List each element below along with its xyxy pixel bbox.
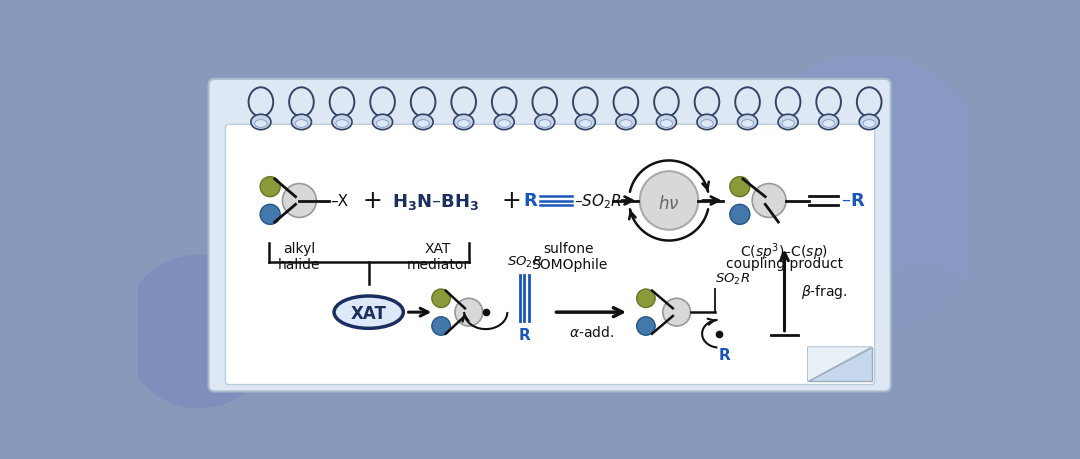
Text: XAT: XAT [351,304,387,322]
Text: $SO_2R$: $SO_2R$ [507,254,542,269]
Ellipse shape [535,115,555,130]
Text: $\mathbf{R}$: $\mathbf{R}$ [517,326,531,342]
Ellipse shape [782,120,794,128]
Circle shape [283,184,316,218]
Ellipse shape [862,263,985,401]
Circle shape [260,177,280,197]
Ellipse shape [576,115,595,130]
Ellipse shape [332,115,352,130]
Ellipse shape [292,115,311,130]
Circle shape [636,290,656,308]
Circle shape [730,177,750,197]
Text: $\mathbf{R}$: $\mathbf{R}$ [523,192,538,210]
Text: +: + [501,189,521,213]
Ellipse shape [616,115,636,130]
Ellipse shape [377,120,389,128]
Text: $SO_2R$: $SO_2R$ [715,271,751,286]
Ellipse shape [860,115,879,130]
Circle shape [432,317,450,336]
Text: XAT
mediator: XAT mediator [406,241,470,271]
Circle shape [730,205,750,225]
Ellipse shape [741,120,754,128]
Ellipse shape [660,120,673,128]
Ellipse shape [417,120,429,128]
Ellipse shape [495,115,514,130]
Ellipse shape [498,120,511,128]
Text: +: + [363,189,382,213]
Ellipse shape [251,115,271,130]
Circle shape [455,299,483,326]
Ellipse shape [334,297,403,329]
Circle shape [752,184,786,218]
Ellipse shape [863,120,876,128]
Ellipse shape [620,120,632,128]
Circle shape [636,317,656,336]
Text: coupling product: coupling product [726,257,843,270]
Circle shape [663,299,690,326]
Ellipse shape [458,120,470,128]
Text: –X: –X [330,194,349,208]
Text: $\alpha$-add.: $\alpha$-add. [569,325,613,340]
Ellipse shape [778,115,798,130]
Circle shape [260,205,280,225]
Ellipse shape [255,120,267,128]
Polygon shape [808,347,872,381]
Text: $\beta$-frag.: $\beta$-frag. [801,282,848,300]
FancyBboxPatch shape [226,125,875,385]
Text: h$\nu$: h$\nu$ [659,195,679,213]
Ellipse shape [336,120,348,128]
Ellipse shape [122,255,276,409]
Text: $\mathbf{H_3N–BH_3}$: $\mathbf{H_3N–BH_3}$ [392,191,480,211]
Ellipse shape [579,120,592,128]
Ellipse shape [823,120,835,128]
Text: $–SO_2R$: $–SO_2R$ [573,192,621,210]
Polygon shape [808,347,872,381]
Circle shape [432,290,450,308]
Text: C($sp^3$)–C($sp$): C($sp^3$)–C($sp$) [741,241,828,263]
Ellipse shape [697,115,717,130]
Text: alkyl
halide: alkyl halide [279,241,321,271]
Ellipse shape [295,120,308,128]
Ellipse shape [738,115,757,130]
Ellipse shape [414,115,433,130]
Ellipse shape [738,55,1000,331]
FancyBboxPatch shape [208,80,891,392]
Text: sulfone
SOMOphile: sulfone SOMOphile [530,241,607,271]
Ellipse shape [539,120,551,128]
Ellipse shape [819,115,839,130]
Ellipse shape [454,115,474,130]
Circle shape [639,172,699,230]
Ellipse shape [657,115,676,130]
Text: $\mathbf{–R}$: $\mathbf{–R}$ [840,192,865,210]
Ellipse shape [373,115,392,130]
Ellipse shape [701,120,713,128]
Text: $\mathbf{R}$: $\mathbf{R}$ [718,346,731,362]
